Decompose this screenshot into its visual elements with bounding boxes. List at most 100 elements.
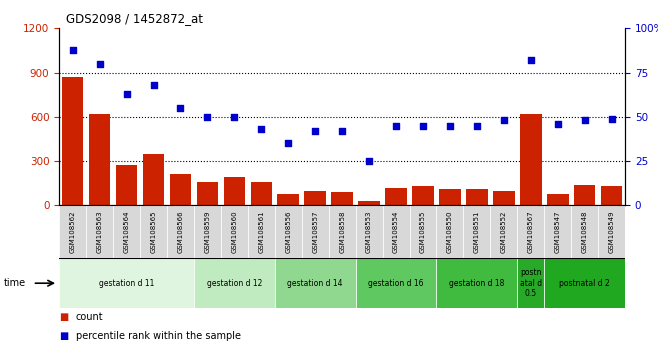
- Bar: [194, 258, 275, 308]
- Bar: [167, 205, 194, 258]
- Text: gestation d 16: gestation d 16: [368, 279, 424, 288]
- Text: GSM108561: GSM108561: [259, 211, 265, 253]
- Bar: [463, 205, 490, 258]
- Text: ■: ■: [59, 331, 68, 341]
- Point: [283, 141, 293, 146]
- Text: GSM108554: GSM108554: [393, 211, 399, 253]
- Point: [256, 126, 266, 132]
- Point: [94, 61, 105, 67]
- Text: GSM108567: GSM108567: [528, 211, 534, 253]
- Text: GSM108551: GSM108551: [474, 211, 480, 253]
- Bar: [89, 114, 111, 205]
- Point: [526, 57, 536, 63]
- Point: [364, 158, 374, 164]
- Text: postnatal d 2: postnatal d 2: [559, 279, 610, 288]
- Text: gestation d 12: gestation d 12: [207, 279, 262, 288]
- Text: GSM108563: GSM108563: [97, 211, 103, 253]
- Bar: [170, 175, 191, 205]
- Bar: [547, 194, 569, 205]
- Bar: [305, 190, 326, 205]
- Bar: [329, 205, 355, 258]
- Bar: [355, 205, 382, 258]
- Bar: [302, 205, 329, 258]
- Bar: [412, 186, 434, 205]
- Bar: [224, 177, 245, 205]
- Text: postn
atal d
0.5: postn atal d 0.5: [520, 268, 542, 298]
- Text: GSM108556: GSM108556: [286, 211, 291, 253]
- Text: percentile rank within the sample: percentile rank within the sample: [76, 331, 241, 341]
- Bar: [275, 205, 302, 258]
- Text: GSM108555: GSM108555: [420, 211, 426, 253]
- Text: GSM108559: GSM108559: [205, 211, 211, 253]
- Bar: [493, 190, 515, 205]
- Bar: [221, 205, 248, 258]
- Bar: [436, 205, 463, 258]
- Bar: [275, 258, 355, 308]
- Bar: [59, 205, 86, 258]
- Text: GSM108552: GSM108552: [501, 211, 507, 253]
- Point: [418, 123, 428, 129]
- Bar: [436, 258, 517, 308]
- Bar: [382, 205, 409, 258]
- Bar: [598, 205, 625, 258]
- Text: GSM108566: GSM108566: [178, 211, 184, 253]
- Point: [175, 105, 186, 111]
- Text: GSM108550: GSM108550: [447, 211, 453, 253]
- Bar: [439, 189, 461, 205]
- Point: [553, 121, 563, 127]
- Point: [472, 123, 482, 129]
- Bar: [332, 192, 353, 205]
- Point: [499, 118, 509, 123]
- Text: GSM108558: GSM108558: [339, 211, 345, 253]
- Text: GSM108564: GSM108564: [124, 211, 130, 253]
- Bar: [62, 77, 84, 205]
- Bar: [113, 205, 140, 258]
- Point: [121, 91, 132, 97]
- Text: GSM108549: GSM108549: [609, 211, 615, 253]
- Text: GSM108560: GSM108560: [232, 211, 238, 253]
- Point: [337, 128, 347, 134]
- Bar: [359, 201, 380, 205]
- Bar: [571, 205, 598, 258]
- Bar: [140, 205, 167, 258]
- Text: ■: ■: [59, 312, 68, 322]
- Point: [580, 118, 590, 123]
- Bar: [386, 188, 407, 205]
- Text: GSM108565: GSM108565: [151, 211, 157, 253]
- Bar: [143, 154, 164, 205]
- Bar: [544, 205, 571, 258]
- Point: [391, 123, 401, 129]
- Bar: [466, 189, 488, 205]
- Bar: [194, 205, 221, 258]
- Bar: [601, 186, 622, 205]
- Point: [310, 128, 320, 134]
- Text: GSM108562: GSM108562: [70, 211, 76, 253]
- Bar: [517, 258, 544, 308]
- Bar: [251, 182, 272, 205]
- Bar: [278, 194, 299, 205]
- Bar: [544, 258, 625, 308]
- Bar: [355, 258, 436, 308]
- Bar: [248, 205, 275, 258]
- Text: GSM108547: GSM108547: [555, 211, 561, 253]
- Text: GSM108548: GSM108548: [582, 211, 588, 253]
- Point: [607, 116, 617, 121]
- Point: [202, 114, 213, 120]
- Bar: [574, 185, 595, 205]
- Text: gestation d 14: gestation d 14: [288, 279, 343, 288]
- Point: [148, 82, 159, 88]
- Bar: [197, 182, 218, 205]
- Text: GDS2098 / 1452872_at: GDS2098 / 1452872_at: [66, 12, 203, 25]
- Text: GSM108557: GSM108557: [312, 211, 318, 253]
- Point: [229, 114, 240, 120]
- Text: GSM108553: GSM108553: [366, 211, 372, 253]
- Text: time: time: [3, 278, 26, 288]
- Bar: [59, 258, 194, 308]
- Bar: [490, 205, 517, 258]
- Point: [67, 47, 78, 52]
- Text: gestation d 18: gestation d 18: [449, 279, 505, 288]
- Text: count: count: [76, 312, 103, 322]
- Bar: [409, 205, 436, 258]
- Text: gestation d 11: gestation d 11: [99, 279, 154, 288]
- Bar: [520, 114, 542, 205]
